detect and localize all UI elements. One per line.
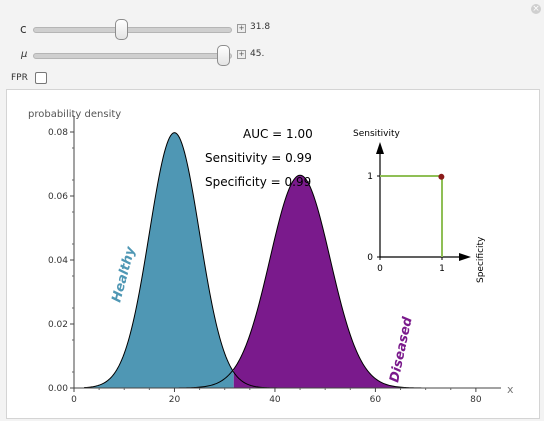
y-tick-label: 0.00 — [48, 384, 68, 394]
mu-slider-thumb[interactable] — [217, 45, 230, 66]
roc-y-axis-label: Sensitivity — [353, 129, 401, 139]
sensitivity-text: Sensitivity = 0.99 — [205, 151, 312, 165]
plot-panel: 0 20 40 60 80 0.00 0.02 0.04 0.06 0.08 probabilit… — [6, 89, 540, 419]
x-axis-label: x — [507, 383, 514, 396]
roc-x-axis-label: Specificity — [476, 236, 486, 283]
specificity-text: Specificity = 0.99 — [205, 175, 311, 189]
x-tick-label: 20 — [169, 395, 181, 405]
roc-x-tick-label: 1 — [439, 264, 445, 274]
roc-x-tick-label: 0 — [377, 264, 383, 274]
y-tick-label: 0.02 — [48, 320, 68, 330]
roc-curve — [380, 175, 443, 257]
roc-y-arrow — [376, 142, 384, 154]
x-tick-label: 40 — [269, 395, 281, 405]
roc-x-arrow — [459, 253, 471, 261]
mu-expand-button[interactable]: + — [237, 50, 246, 59]
c-value: 31.8 — [250, 22, 271, 32]
mu-slider-track[interactable] — [33, 53, 232, 59]
c-slider-label: c — [20, 22, 27, 36]
x-tick-label: 0 — [71, 395, 77, 405]
density-fill-healthy — [74, 132, 234, 388]
roc-operating-point — [438, 173, 445, 180]
y-tick-label: 0.08 — [48, 128, 68, 138]
roc-y-tick-label: 1 — [367, 172, 373, 182]
close-icon[interactable]: × — [531, 4, 541, 14]
mu-value: 45. — [250, 49, 265, 59]
c-expand-button[interactable]: + — [237, 24, 246, 33]
healthy-label: Healthy — [109, 245, 138, 304]
c-slider-thumb[interactable] — [115, 19, 129, 40]
roc-y-tick-label: 0 — [367, 253, 373, 263]
y-tick-label: 0.06 — [48, 192, 68, 202]
fpr-label: FPR — [11, 73, 28, 83]
density-plot: 0 20 40 60 80 0.00 0.02 0.04 0.06 0.08 probabilit… — [28, 109, 514, 405]
y-axis-label: probability density — [28, 109, 121, 120]
fpr-checkbox[interactable] — [35, 72, 47, 84]
y-tick-label: 0.04 — [48, 256, 68, 266]
x-tick-label: 60 — [370, 395, 382, 405]
diseased-label: Diseased — [387, 315, 416, 384]
density-fill-diseased — [233, 175, 501, 388]
x-tick-label: 80 — [470, 395, 482, 405]
auc-text: AUC = 1.00 — [243, 127, 313, 141]
c-slider-track[interactable] — [33, 27, 232, 33]
mu-slider-label: μ — [21, 49, 28, 60]
